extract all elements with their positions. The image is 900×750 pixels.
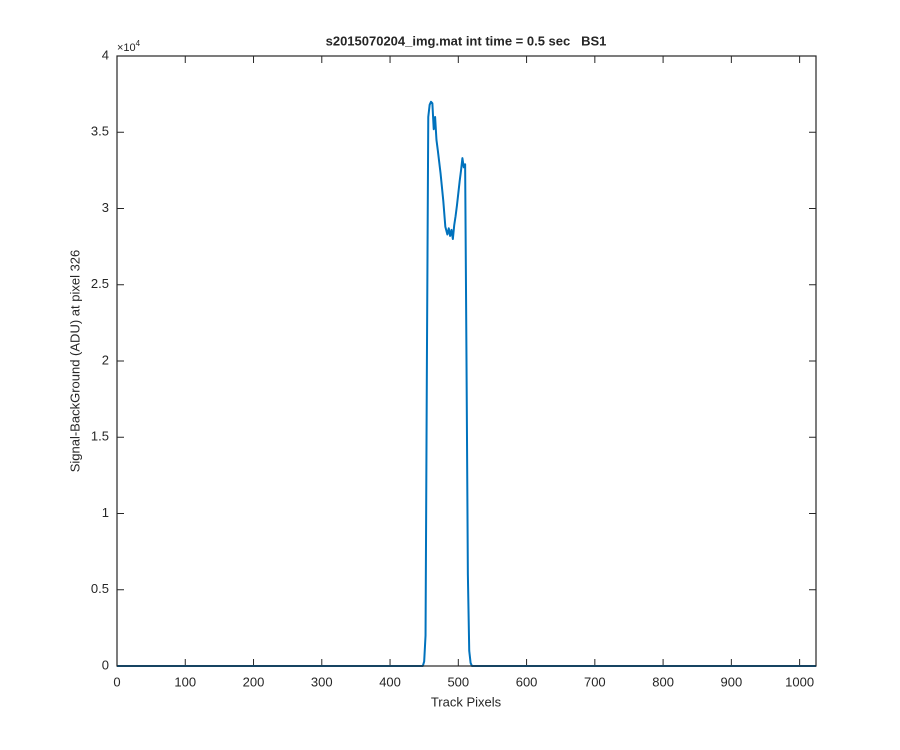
y-tick-label: 4	[102, 47, 109, 62]
y-tick-label: 3	[102, 200, 109, 215]
y-tick-label: 2	[102, 352, 109, 367]
x-tick-label: 200	[243, 674, 265, 689]
x-axis-label: Track Pixels	[431, 694, 502, 709]
y-tick-label: 1.5	[91, 429, 109, 444]
x-tick-label: 100	[174, 674, 196, 689]
y-multiplier-exponent: 4	[136, 39, 141, 48]
x-tick-label: 500	[447, 674, 469, 689]
y-multiplier-base: ×10	[117, 42, 136, 54]
x-tick-label: 900	[721, 674, 743, 689]
x-tick-label: 700	[584, 674, 606, 689]
y-tick-label: 0	[102, 657, 109, 672]
y-tick-label: 0.5	[91, 581, 109, 596]
x-tick-label: 0	[113, 674, 120, 689]
x-tick-label: 1000	[785, 674, 814, 689]
x-tick-label: 600	[516, 674, 538, 689]
x-tick-label: 400	[379, 674, 401, 689]
axes-box	[116, 55, 817, 667]
y-tick-label: 2.5	[91, 276, 109, 291]
x-tick-label: 300	[311, 674, 333, 689]
y-axis-label: Signal-BackGround (ADU) at pixel 326	[67, 250, 82, 473]
y-multiplier: ×104	[117, 39, 141, 54]
chart-title: s2015070204_img.mat int time = 0.5 sec B…	[326, 33, 607, 48]
y-tick-label: 1	[102, 505, 109, 520]
x-tick-label: 800	[652, 674, 674, 689]
y-tick-label: 3.5	[91, 124, 109, 139]
